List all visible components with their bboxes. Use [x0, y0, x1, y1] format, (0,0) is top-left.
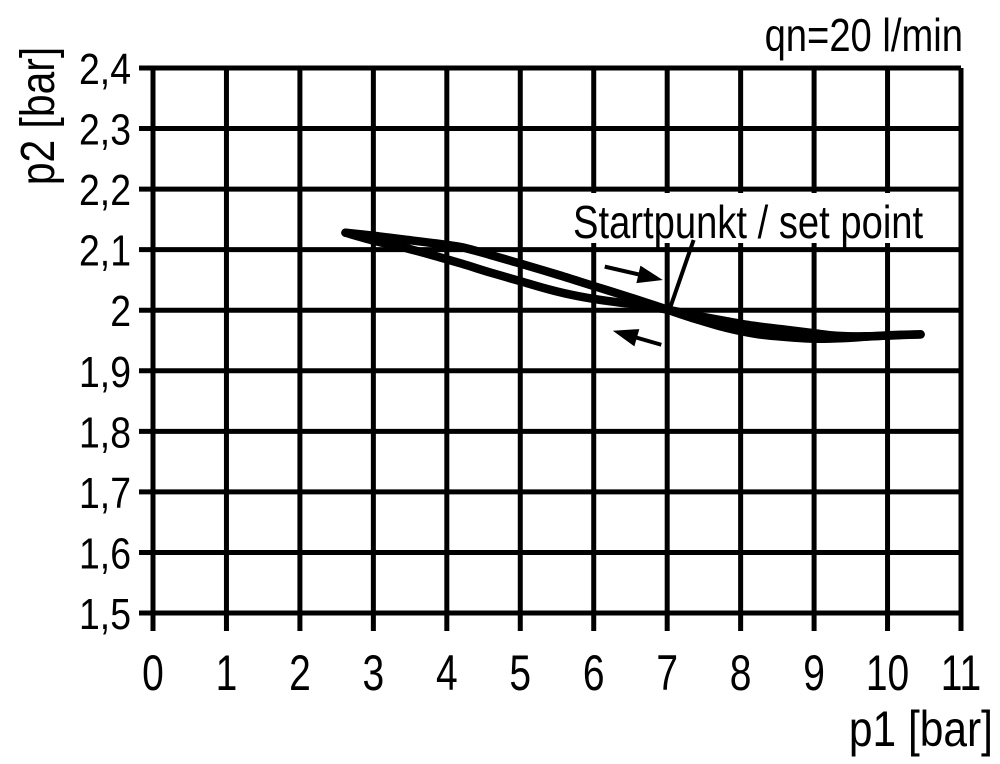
x-tick-label: 2: [289, 644, 311, 701]
y-tick-label: 1,7: [79, 468, 131, 518]
x-tick-label: 4: [436, 644, 458, 701]
y-tick-label: 1,6: [79, 529, 131, 579]
x-tick-label: 7: [656, 644, 678, 701]
x-tick-label: 8: [730, 644, 752, 701]
x-tick-label: 10: [866, 644, 909, 701]
x-tick-label: 5: [509, 644, 531, 701]
annotation-leader-line: [668, 239, 696, 309]
x-tick-label: 11: [941, 644, 981, 701]
y-tick-label: 2: [110, 286, 131, 336]
x-tick-label: 6: [583, 644, 605, 701]
x-tick-label: 3: [363, 644, 385, 701]
arrow-shaft: [604, 264, 643, 278]
x-tick-label: 0: [142, 644, 164, 701]
y-tick-label: 2,4: [79, 44, 131, 94]
x-tick-label: 9: [803, 644, 825, 701]
arrow-head: [636, 265, 663, 284]
grid: [139, 65, 964, 631]
left-direction-arrow-icon: [612, 329, 662, 347]
y-tick-label: 1,5: [79, 589, 131, 639]
right-direction-arrow-icon: [604, 264, 663, 284]
x-tick-label: 1: [216, 644, 238, 701]
arrow-head: [612, 329, 640, 347]
arrow-shaft: [632, 334, 662, 347]
curve-return: [341, 228, 925, 341]
annotation-background: [564, 193, 936, 243]
x-axis-label: p1 [bar]: [849, 701, 993, 757]
y-tick-label: 1,9: [79, 347, 131, 397]
annotation-label: Startpunkt / set point: [573, 197, 923, 248]
y-tick-label: 2,2: [79, 165, 131, 215]
y-axis-label: p2 [bar]: [12, 47, 65, 185]
y-tick-label: 2,3: [79, 105, 131, 155]
flow-condition-label: qn=20 l/min: [765, 10, 963, 61]
y-tick-label: 1,8: [79, 407, 131, 457]
y-tick-label: 2,1: [79, 226, 131, 276]
